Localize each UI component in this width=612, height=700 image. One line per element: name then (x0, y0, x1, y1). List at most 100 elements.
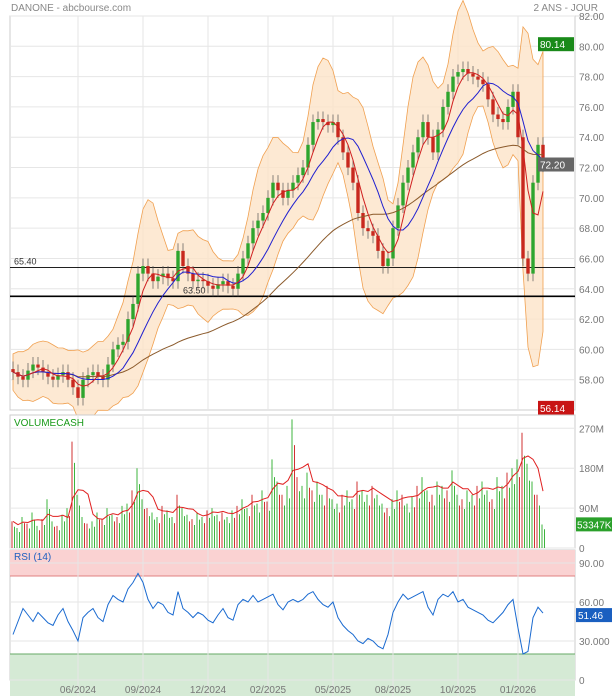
candle (321, 119, 325, 123)
candle (486, 84, 490, 100)
candle (86, 375, 90, 380)
rsi-title: RSI (14) (14, 552, 51, 563)
y-tick-label: 80.00 (579, 42, 604, 53)
candle (91, 372, 95, 376)
candle (491, 99, 495, 115)
mm50-line (12, 82, 544, 380)
candle (496, 114, 500, 120)
support-label: 65.40 (14, 257, 37, 267)
candle (271, 182, 275, 198)
candle (336, 122, 340, 138)
support-label: 63.50 (183, 285, 206, 295)
y-tick-label: 68.00 (579, 224, 604, 235)
y-tick-label: 60.00 (579, 598, 604, 609)
y-tick-label: 58.00 (579, 376, 604, 387)
x-tick-label: 01/2026 (500, 685, 537, 696)
candle (141, 266, 145, 274)
y-tick-label: 74.00 (579, 133, 604, 144)
candle (456, 72, 460, 77)
candle (351, 167, 355, 183)
candle (521, 137, 525, 259)
candle (426, 122, 430, 138)
candle (466, 69, 470, 74)
candle (366, 228, 370, 232)
candle (446, 91, 450, 107)
candle (216, 284, 220, 289)
price-marker-label: 80.14 (540, 40, 565, 51)
candle (66, 372, 70, 380)
period-label: 2 ANS - JOUR (534, 3, 598, 14)
candle (401, 182, 405, 206)
candle (171, 278, 175, 282)
candle (506, 106, 510, 123)
candle (116, 344, 120, 350)
oversold-zone (10, 654, 575, 696)
candle (276, 182, 280, 191)
candle (451, 76, 455, 92)
mm200-line (12, 144, 544, 378)
candle (166, 273, 170, 279)
rsi-line (12, 572, 544, 655)
y-tick-label: 82.00 (579, 12, 604, 23)
candle (181, 250, 185, 267)
candle (191, 273, 195, 282)
volume-ma-line (12, 455, 544, 526)
y-tick-label: 66.00 (579, 254, 604, 265)
candle (226, 281, 230, 286)
candle (526, 258, 530, 274)
candle (266, 197, 270, 213)
y-tick-label: 70.00 (579, 194, 604, 205)
candle (391, 228, 395, 259)
candle (286, 190, 290, 198)
chart-title: DANONE - abcbourse.com (11, 3, 131, 14)
candle (36, 364, 40, 368)
candle (206, 281, 210, 286)
y-tick-label: 0 (579, 544, 585, 555)
candle (331, 122, 335, 126)
candle (476, 76, 480, 80)
volume-marker (576, 517, 612, 532)
candle (511, 91, 515, 107)
candle (51, 376, 55, 380)
candle (106, 364, 110, 380)
candle (111, 349, 115, 365)
candle (421, 122, 425, 138)
y-tick-label: 0 (579, 676, 585, 687)
candle (356, 182, 360, 213)
x-tick-label: 02/2025 (250, 685, 287, 696)
candle (146, 266, 150, 274)
candle (341, 137, 345, 153)
candle (201, 279, 205, 282)
y-tick-label: 78.00 (579, 73, 604, 84)
candle (246, 243, 250, 259)
candle (301, 167, 305, 176)
candle (211, 285, 215, 289)
candle (96, 372, 100, 377)
candle (371, 231, 375, 236)
rsi-marker-label: 51.46 (578, 611, 603, 622)
candle (361, 213, 365, 229)
x-tick-label: 08/2025 (375, 685, 412, 696)
y-tick-label: 90M (579, 504, 598, 515)
candle (41, 367, 45, 373)
candle (186, 266, 190, 274)
candle (46, 372, 50, 377)
candle (251, 228, 255, 244)
candle (31, 364, 35, 371)
candle (346, 152, 350, 168)
price-pane: 58.00 60.00 62.00 64.00 66.00 68.00 70.00 72.00… (9, 0, 604, 421)
candle (431, 137, 435, 153)
candle (176, 250, 180, 282)
x-tick-label: 05/2025 (315, 685, 352, 696)
rsi-marker (576, 608, 612, 623)
mmc-line (12, 72, 544, 387)
x-tick-label: 06/2024 (60, 685, 97, 696)
y-tick-label: 60.00 (579, 345, 604, 356)
candle (76, 387, 80, 398)
y-tick-label: 72.00 (579, 164, 604, 175)
y-tick-label: 62.00 (579, 315, 604, 326)
price-marker-high (538, 37, 574, 52)
candle (461, 69, 465, 73)
y-tick-label: 64.00 (579, 285, 604, 296)
